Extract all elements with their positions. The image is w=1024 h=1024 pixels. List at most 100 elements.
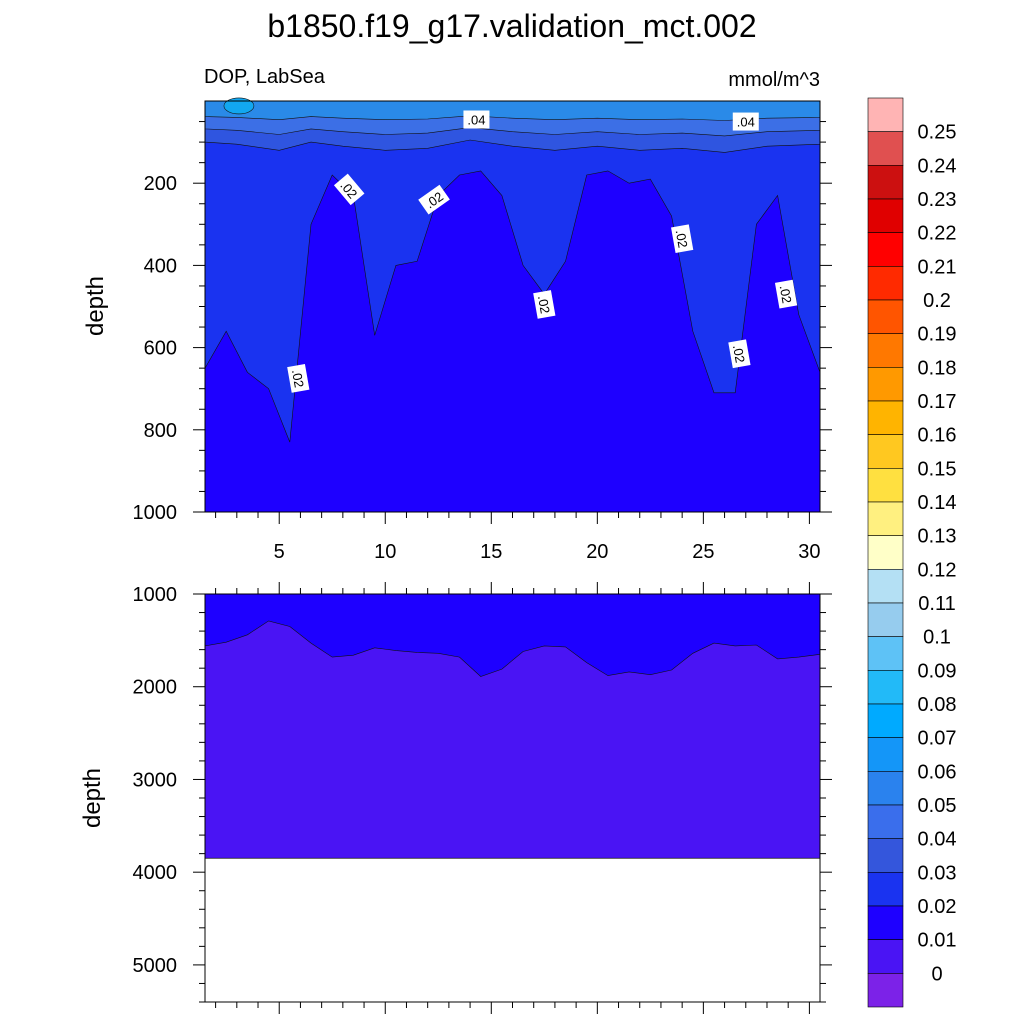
colorbar-swatch [867,367,904,402]
y-tick-label: 2000 [133,677,178,699]
y-tick-label: 1000 [133,502,178,524]
contour-label-text: .02 [673,229,691,249]
contour-label-text: .02 [730,344,748,364]
contour-label-bg [671,224,694,254]
colorbar-label: 0.04 [918,829,957,851]
contour-label: .02 [774,279,798,309]
chart-title: b1850.f19_g17.validation_mct.002 [267,8,756,44]
colorbar-swatch [867,434,904,469]
y-tick-label: 600 [144,338,177,360]
colorbar-swatch [867,131,904,166]
colorbar-swatch [867,838,904,873]
contour-label: .02 [333,173,365,206]
colorbar-swatch [867,569,904,604]
colorbar-label: 0.24 [918,155,957,177]
colorbar-label: 0.11 [918,593,955,615]
colorbar-label: 0.2 [923,290,951,312]
colorbar-label: 0.16 [918,425,957,447]
colorbar-label: 0.05 [918,795,957,817]
contour-label-text: .02 [777,284,795,304]
colorbar-label: 0 [931,963,942,985]
contour-label: .02 [671,224,694,254]
y-tick-label: 400 [144,255,177,277]
colorbar-swatch [867,165,904,200]
contour-label: .02 [418,184,450,215]
colorbar-swatch [867,602,904,637]
colorbar-swatch [867,97,904,132]
contour-label: .04 [732,112,759,131]
lower-y-axis-label: depth [79,768,106,828]
colorbar-swatch [867,804,904,839]
colorbar-swatch [867,703,904,738]
colorbar-label: 0.23 [918,189,957,211]
y-tick-label: 4000 [133,862,178,884]
x-tick-label: 10 [374,541,396,563]
contour-label: .02 [728,339,751,369]
colorbar-label: 0.07 [918,728,957,750]
colorbar-swatch [867,333,904,368]
colorbar-label: 0.12 [918,559,957,581]
colorbar-swatch [867,636,904,671]
colorbar-swatch [867,501,904,536]
lower-panel: 1000 2000 3000 4000 5000 [133,582,832,1014]
units-label: mmol/m^3 [728,69,820,91]
colorbar-label: 0.14 [918,492,957,514]
colorbar-label: 0.09 [918,660,957,682]
upper-y-axis-label: depth [82,276,109,336]
contour-label: .04 [463,110,490,129]
colorbar-swatch [867,939,904,974]
upper-panel: 200 400 600 800 1000 5 10 15 20 25 30 .04 .04 .02 .02.… [133,97,832,563]
colorbar-label: 0.17 [918,391,957,413]
contour-label-bg [533,290,556,319]
colorbar-label: 0.13 [918,526,957,548]
y-tick-label: 200 [144,173,177,195]
contour-label: .02 [533,290,556,319]
contour-label-bg [463,110,490,129]
colorbar-swatch [867,266,904,301]
colorbar-label: 0.15 [918,458,957,480]
colorbar-swatch [867,198,904,233]
x-tick-label: 25 [692,541,714,563]
colorbar-label: 0.01 [918,930,957,952]
y-tick-label: 800 [144,420,177,442]
x-tick-label: 30 [798,541,820,563]
y-tick-label: 3000 [133,769,178,791]
contour-label-bg [728,339,751,369]
x-tick-label: 15 [480,541,502,563]
colorbar-swatch [867,905,904,940]
colorbar-label: 0.03 [918,862,957,884]
colorbar-swatch [867,400,904,435]
y-tick-label: 1000 [133,584,178,606]
contour-label-bg [774,279,798,309]
contour-label-bg [287,364,310,393]
colorbar-swatch [867,872,904,907]
colorbar-label: 0.22 [918,223,957,245]
colorbar-swatch [867,232,904,267]
contour-label-text: .04 [467,112,485,127]
colorbar-label: 0.1 [923,627,951,649]
colorbar-swatch [867,771,904,806]
variable-label: DOP, LabSea [204,66,326,88]
colorbar-label: 0.18 [918,357,957,379]
x-tick-label: 5 [274,541,285,563]
contour-label-bg [333,173,365,206]
band-001-002 [204,593,821,677]
colorbar-label: 0.08 [918,694,957,716]
contour-label-bg [418,184,450,215]
y-tick-label: 5000 [133,955,178,977]
colorbar-swatch [867,973,904,1008]
colorbar-label: 0.19 [918,324,957,346]
contour-label-bg [732,112,759,131]
x-tick-label: 20 [586,541,608,563]
surface-maximum [223,97,255,115]
colorbar-label: 0.02 [918,896,957,918]
contour-label-text: .02 [535,294,553,314]
colorbar-swatch [867,468,904,503]
contour-label-text: .04 [737,115,755,130]
colorbar-swatch [867,535,904,570]
colorbar-swatch [867,670,904,705]
colorbar-label: 0.25 [918,122,957,144]
colorbar: 0.25 0.24 0.23 0.22 0.21 0.2 0.19 0.18 0.17 0.16 0… [867,97,957,1008]
colorbar-label: 0.06 [918,761,957,783]
